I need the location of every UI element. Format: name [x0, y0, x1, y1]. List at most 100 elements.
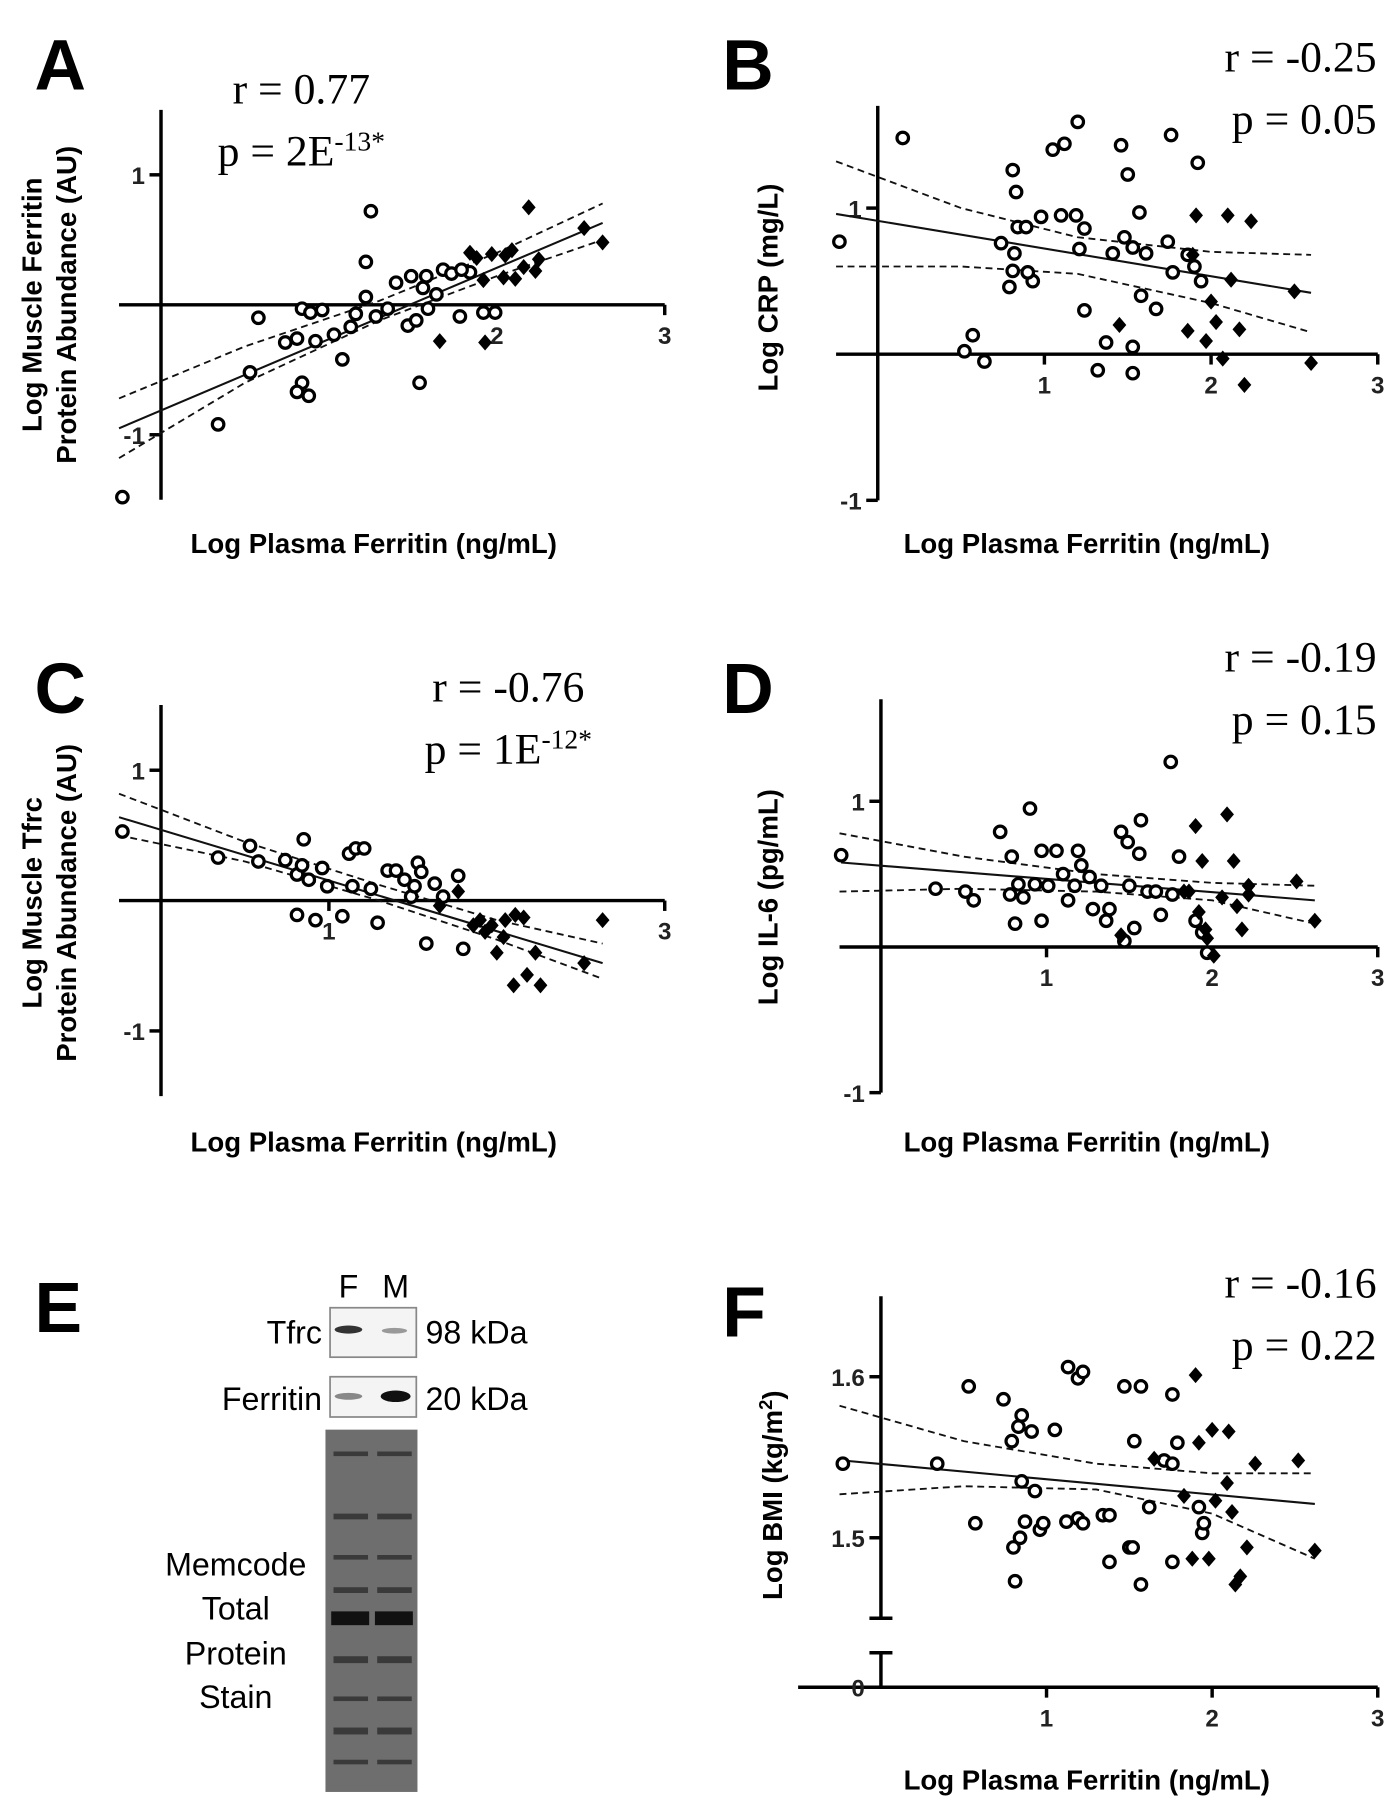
- circle-point: [308, 333, 323, 349]
- confidence-band: [118, 202, 604, 400]
- circle-point: [1120, 834, 1136, 850]
- circle-point: [358, 289, 374, 305]
- stain-label: Stain: [199, 1679, 272, 1715]
- circle-point: [1059, 1514, 1074, 1530]
- circle-point: [1163, 754, 1179, 770]
- diamond-point: [1147, 1450, 1162, 1467]
- circle-point: [1049, 843, 1064, 859]
- confidence-band: [839, 1485, 1316, 1560]
- circle-point: [961, 1379, 977, 1394]
- diamond-point: [484, 917, 499, 934]
- circle-point: [1160, 234, 1176, 250]
- lane-label: M: [382, 1268, 409, 1304]
- diamond-point: [498, 912, 513, 929]
- x-tick-label: 2: [1205, 1705, 1218, 1732]
- circle-point: [1090, 362, 1106, 378]
- circle-point: [1190, 155, 1206, 171]
- stain-bands: [331, 1451, 413, 1765]
- diamond-point: [489, 944, 504, 961]
- circle-point: [1133, 1577, 1149, 1592]
- y-axis-title-text: Log Muscle Ferritin: [16, 178, 47, 433]
- diamond-point: [476, 272, 491, 289]
- circle-point: [1153, 907, 1169, 923]
- panel-label: A: [35, 26, 86, 106]
- x-tick-label: 3: [1371, 372, 1384, 399]
- p-value: p = 2E-13*: [218, 125, 385, 176]
- circle-point: [1193, 273, 1209, 289]
- p-value-text: p = 0.05: [1232, 95, 1377, 143]
- circle-point: [1011, 876, 1026, 892]
- circle-point: [242, 365, 258, 380]
- circle-point: [1132, 205, 1147, 220]
- stain-label: Total: [202, 1590, 270, 1626]
- diamond-point: [1114, 927, 1128, 944]
- y-tick-label: 1: [848, 196, 861, 223]
- circle-point: [296, 831, 312, 847]
- stain-label: Protein: [185, 1635, 287, 1671]
- circle-point: [1073, 858, 1089, 873]
- y-axis-title: Protein Abundance (AU): [51, 744, 82, 1062]
- circle-point: [1055, 866, 1071, 882]
- circle-point: [1148, 301, 1164, 317]
- x-tick-label: 3: [658, 919, 671, 946]
- diamond-point: [1188, 1367, 1203, 1384]
- y-axis-title: Log IL-6 (pg/mL): [752, 789, 783, 1005]
- circle-point: [1187, 259, 1202, 274]
- chart-panel: F 1 2 3 0 1.5 1.6 Log Plasma Ferritin (ng/mL) Lo…: [722, 1259, 1384, 1795]
- r-value: r = -0.19: [1225, 634, 1377, 682]
- circle-point: [1117, 229, 1132, 245]
- blot-band: [381, 1327, 408, 1334]
- circle-point: [1117, 1379, 1132, 1394]
- x-axis-title: Log Plasma Ferritin (ng/mL): [904, 1765, 1270, 1796]
- circle-point: [343, 319, 359, 335]
- diamond-point: [1185, 1550, 1200, 1567]
- diamond-point: [528, 944, 543, 961]
- circle-point: [1020, 265, 1036, 280]
- p-value-text: p = 0.22: [1232, 1321, 1377, 1369]
- circle-point: [928, 881, 943, 897]
- diamond-point: [1220, 207, 1235, 224]
- row-label: Ferritin: [222, 1381, 322, 1417]
- circle-point: [487, 305, 503, 320]
- y-tick-label: 1: [131, 758, 144, 785]
- y-tick-label: -1: [840, 489, 861, 516]
- diamond-point: [1191, 903, 1206, 921]
- circle-point: [380, 301, 396, 317]
- p-value-text: p = 1E: [425, 726, 542, 774]
- circle-point: [965, 327, 981, 343]
- circle-point: [388, 863, 404, 878]
- r-value: r = -0.25: [1225, 33, 1377, 81]
- confidence-band: [836, 265, 1312, 334]
- circle-point: [1120, 167, 1136, 182]
- panel-label: F: [722, 1272, 766, 1352]
- circle-point: [427, 876, 443, 891]
- panel-label: C: [35, 649, 86, 729]
- confidence-band: [118, 834, 603, 980]
- circle-point: [1077, 221, 1092, 236]
- diamond-point: [1225, 1503, 1239, 1521]
- confidence-band: [835, 160, 1312, 256]
- circle-point: [1113, 137, 1129, 153]
- diamond-point: [531, 251, 546, 268]
- circle-point: [1085, 901, 1101, 917]
- row-label: Tfrc: [267, 1314, 322, 1350]
- circle-point: [415, 280, 431, 296]
- diamond-point: [1201, 1550, 1216, 1567]
- circle-point: [1068, 208, 1084, 223]
- circle-point: [403, 268, 419, 284]
- x-axis-title: Log Plasma Ferritin (ng/mL): [904, 1126, 1270, 1157]
- p-value-exponent: -13*: [334, 125, 385, 156]
- y-axis-title: Log BMI (kg/m2): [755, 1390, 788, 1600]
- circle-point: [301, 872, 317, 888]
- circle-point: [1045, 142, 1061, 158]
- circle-point: [1035, 1515, 1051, 1531]
- circle-point: [832, 234, 847, 250]
- circle-point: [1027, 1483, 1043, 1499]
- x-axis-title: Log Plasma Ferritin (ng/mL): [904, 528, 1270, 559]
- circle-point: [301, 388, 317, 404]
- panel-label: B: [722, 26, 773, 106]
- circle-point: [1070, 843, 1086, 859]
- circle-point: [476, 305, 491, 320]
- y-tick-label: 1: [131, 163, 144, 190]
- circle-point: [1113, 824, 1129, 840]
